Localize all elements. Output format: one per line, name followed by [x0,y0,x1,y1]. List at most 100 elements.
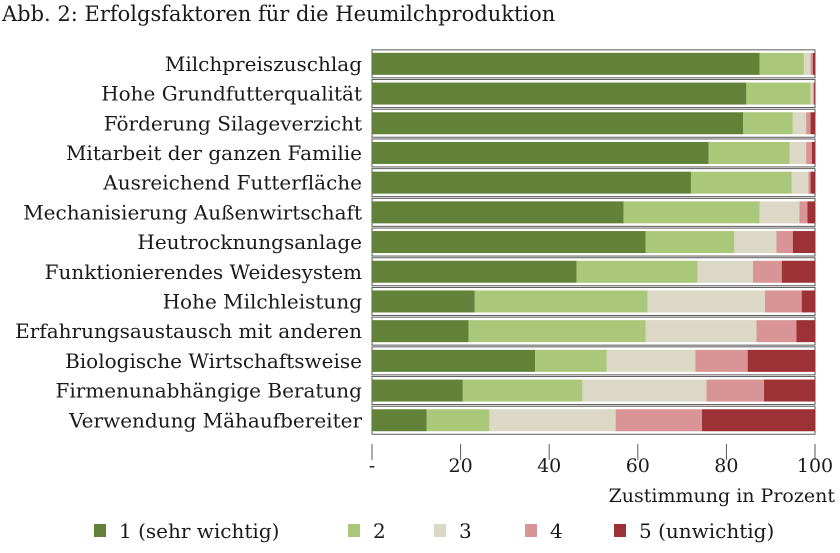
bar-segment [806,112,811,135]
x-tick-label: 100 [797,455,833,477]
bar-segment [623,201,760,224]
bar-segment [808,171,811,194]
category-label: Milchpreiszuschlag [165,52,362,76]
bar-segment [764,379,815,402]
plot-area: Milchpreiszuschlag Hohe Grundfutterqualit… [15,49,816,435]
bar-segment [645,320,757,343]
bar-segment [781,260,815,283]
category-label: Hohe Milchleistung [163,289,363,313]
bar-segment [789,141,807,164]
bar-segment [814,82,815,105]
x-tick-label: 60 [626,455,650,477]
bar-segment [615,409,703,432]
x-tick-label: 80 [714,455,738,477]
bar-segment [706,379,765,402]
category-label: Mitarbeit der ganzen Familie [66,141,362,165]
bar-segment [810,112,815,135]
category-label: Funktionierendes Weidesystem [45,260,362,284]
bar-segment [468,320,646,343]
x-axis: - 20 40 60 80 100 [369,444,833,477]
legend-label: 5 (unwichtig) [639,519,774,543]
bar-segment [746,82,811,105]
bar-segment [426,409,490,432]
bar-segment [812,52,815,75]
category-label: Mechanisierung Außenwirtschaft [23,200,362,224]
x-tick-label: 20 [449,455,473,477]
bar-segment [759,52,804,75]
category-label: Biologische Wirtschaftsweise [65,349,362,373]
legend-swatch [614,524,626,537]
bar-segment [697,260,753,283]
bar-segment [535,349,607,372]
bar-segment [807,201,815,224]
bar-segment [582,379,707,402]
bar-segment [743,112,793,135]
bar-segment [792,112,807,135]
bar-segment [702,409,815,432]
bar-segment [474,290,648,313]
bar-segment [372,171,691,194]
category-label: Verwendung Mähaufbereiter [68,408,362,432]
bar-segment [734,231,777,254]
bar-segment [812,82,815,105]
x-tick-label: - [369,455,375,477]
bar-segment [372,52,760,75]
legend-swatch [348,524,360,537]
bar-segment [462,379,583,402]
legend-swatch [525,524,537,537]
bar-segment [759,201,800,224]
bar-segment [811,141,815,164]
bar-segment [708,141,790,164]
bar-segment [796,320,815,343]
bar-segment [372,260,577,283]
bar-segment [606,349,696,372]
legend-label: 1 (sehr wichtig) [119,519,279,543]
legend-label: 3 [459,519,472,543]
bar-segment [645,231,735,254]
category-label: Firmenunabhängige Beratung [55,379,362,403]
category-label: Förderung Silageverzicht [104,111,362,135]
bar-segment [806,141,812,164]
category-label: Erfahrungsaustausch mit anderen [15,319,362,343]
bar-segment [489,409,616,432]
bar-segment [747,349,815,372]
bar-segment [372,82,747,105]
bar-segment [803,52,811,75]
category-label: Heutrocknungsanlage [137,230,362,254]
legend-swatch [94,524,106,537]
bar-segment [810,52,813,75]
bar-segment [372,112,744,135]
bar-segment [372,379,463,402]
bar-segment [756,320,797,343]
legend-label: 4 [550,519,563,543]
bar-segment [372,409,427,432]
x-tick-label: 40 [537,455,561,477]
legend: 1 (sehr wichtig) 2 3 4 5 (unwichtig) [94,519,774,543]
bar-segment [801,290,815,313]
category-label: Ausreichend Futterfläche [102,171,362,195]
bar-segment [690,171,792,194]
bar-segment [810,82,813,105]
bar-segment [810,171,815,194]
bar-segment [791,171,809,194]
bar-segment [372,290,475,313]
bar-segment [764,290,802,313]
legend-label: 2 [373,519,386,543]
bar-segment [372,231,646,254]
bar-segment [799,201,808,224]
chart-title: Abb. 2: Erfolgsfaktoren für die Heumilch… [1,2,555,26]
bar-segment [372,141,709,164]
bar-segment [776,231,793,254]
x-axis-label: Zustimmung in Prozent [609,485,836,507]
bar-segment [792,231,815,254]
legend-swatch [434,524,446,537]
bar-segment [372,201,624,224]
bar-segment [647,290,765,313]
bar-segment [576,260,698,283]
bar-segment [752,260,782,283]
category-label: Hohe Grundfutterqualität [101,82,362,106]
bar-segment [372,320,469,343]
bar-segment [695,349,748,372]
bar-segment [372,349,536,372]
